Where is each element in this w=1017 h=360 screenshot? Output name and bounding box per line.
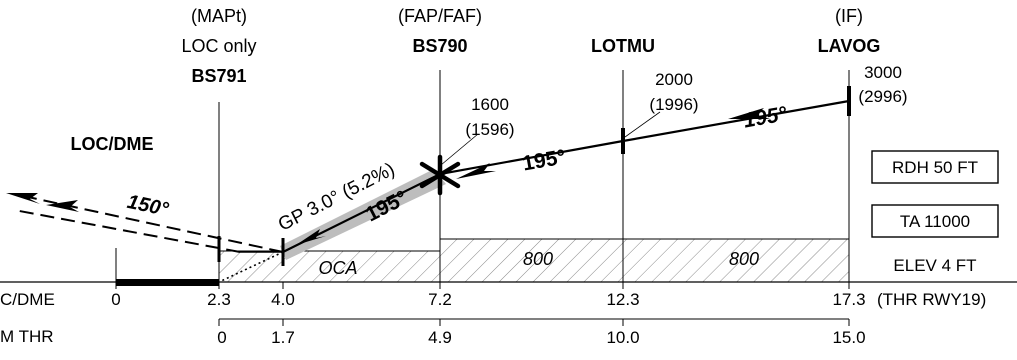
initial-track: 195° (742, 102, 789, 132)
faf-height: (1596) (465, 120, 514, 139)
thr-scale-label: M THR (0, 327, 54, 346)
thr-value: 15.0 (832, 328, 865, 347)
dme-reference: (THR RWY19) (877, 290, 986, 309)
ta-text: TA 11000 (900, 212, 970, 231)
mapt-role: (MAPt) (191, 6, 247, 26)
dme-value: 4.0 (271, 290, 295, 309)
intermediate-track: 195° (521, 145, 568, 175)
thr-value: 4.9 (428, 328, 452, 347)
dme-value: 17.3 (832, 290, 865, 309)
oca-label: OCA (318, 258, 357, 278)
faf-altitude: 1600 (471, 95, 509, 114)
lavog-name: LAVOG (818, 36, 881, 56)
segment-outer-label: 800 (729, 249, 759, 269)
dme-value: 7.2 (428, 290, 452, 309)
dme-value: 0 (111, 290, 120, 309)
thr-value: 0 (217, 328, 226, 347)
thr-value: 1.7 (271, 328, 295, 347)
dme-ticks (116, 282, 849, 289)
dme-value: 2.3 (207, 290, 231, 309)
runway-bar (116, 279, 219, 286)
mapt-name: BS791 (191, 66, 246, 86)
lotmu-height: (1996) (649, 95, 698, 114)
thr-value: 10.0 (606, 328, 639, 347)
mapt-note: LOC only (181, 36, 256, 56)
lotmu-name: LOTMU (591, 36, 655, 56)
lavog-role: (IF) (835, 6, 863, 26)
navaid-name: LOC/DME (71, 134, 154, 154)
faf-name: BS790 (412, 36, 467, 56)
lavog-height: (2996) (858, 87, 907, 106)
lotmu-altitude: 2000 (655, 70, 693, 89)
thr-ticks (219, 319, 849, 326)
missed-track: 150° (125, 191, 171, 221)
dme-scale-label: C/DME (0, 290, 55, 309)
lotmu-alt-leader (625, 112, 660, 137)
faf-role: (FAP/FAF) (398, 6, 482, 26)
segment-mid-label: 800 (523, 249, 553, 269)
missed-approach-line-2 (14, 210, 240, 252)
elevation-label: ELEV 4 FT (893, 256, 976, 275)
dme-value: 12.3 (606, 290, 639, 309)
lavog-altitude: 3000 (864, 63, 902, 82)
rdh-text: RDH 50 FT (892, 158, 978, 177)
